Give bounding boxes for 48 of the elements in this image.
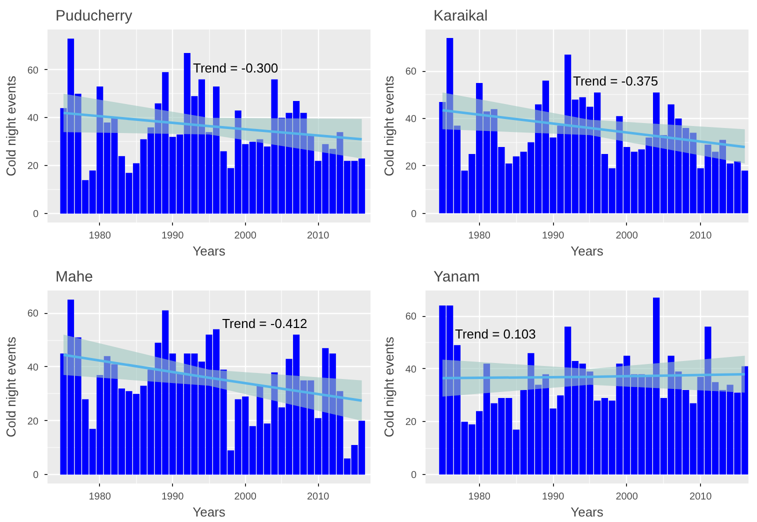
y-tick-label: 60 bbox=[27, 65, 39, 76]
x-tick-label: 1980 bbox=[468, 230, 491, 242]
x-tick-label: 1990 bbox=[542, 230, 565, 242]
x-tick-label: 2010 bbox=[689, 230, 712, 242]
annotation: Trend = 0.103 bbox=[455, 326, 536, 342]
x-tick-label: 1990 bbox=[542, 492, 565, 502]
y-tick-label: 20 bbox=[27, 161, 39, 172]
y-tick-label: 40 bbox=[27, 113, 39, 124]
x-tick-label: 2010 bbox=[307, 230, 330, 242]
chart-title: Karaikal bbox=[434, 8, 488, 24]
x-tick-label: 2000 bbox=[616, 492, 638, 502]
x-tick-label: 2000 bbox=[616, 230, 638, 242]
x-tick-label: 2000 bbox=[234, 230, 257, 242]
chart-title: Yanam bbox=[434, 268, 480, 286]
x-tick-label: 1980 bbox=[88, 230, 112, 242]
y-axis-title: Cold night events bbox=[381, 75, 396, 176]
x-tick-label: 1980 bbox=[88, 492, 112, 502]
y-tick-label: 20 bbox=[27, 416, 39, 428]
y-tick-label: 40 bbox=[27, 362, 39, 374]
chart-title: Mahe bbox=[56, 268, 94, 286]
x-tick-label: 2000 bbox=[234, 492, 257, 502]
y-tick-label: 0 bbox=[410, 208, 417, 220]
y-tick-label: 60 bbox=[405, 312, 417, 323]
x-axis-title: Years bbox=[192, 244, 226, 258]
x-axis-title: Years bbox=[570, 504, 604, 520]
y-tick-label: 0 bbox=[32, 209, 39, 220]
x-tick-label: 1980 bbox=[468, 492, 491, 502]
y-tick-label: 20 bbox=[405, 161, 417, 172]
y-tick-label: 60 bbox=[405, 66, 417, 78]
x-tick-label: 1990 bbox=[162, 230, 184, 242]
y-axis-title: Cold night events bbox=[381, 336, 396, 438]
y-axis-title: Cold night events bbox=[3, 75, 18, 176]
annotation: Trend = -0.300 bbox=[192, 60, 278, 76]
x-axis-title: Years bbox=[570, 244, 604, 258]
x-tick-label: 1990 bbox=[162, 492, 184, 502]
y-tick-label: 0 bbox=[32, 470, 39, 482]
y-tick-label: 0 bbox=[410, 470, 417, 482]
x-axis-title: Years bbox=[192, 504, 226, 520]
annotation: Trend = -0.375 bbox=[572, 74, 658, 89]
y-tick-label: 20 bbox=[405, 417, 417, 428]
y-tick-label: 40 bbox=[405, 114, 417, 126]
y-axis-title: Cold night events bbox=[3, 336, 18, 438]
y-tick-label: 40 bbox=[405, 364, 417, 376]
annotation: Trend = -0.412 bbox=[222, 316, 308, 331]
x-tick-label: 2010 bbox=[689, 492, 712, 502]
y-tick-label: 60 bbox=[27, 308, 39, 320]
x-tick-label: 2010 bbox=[307, 492, 330, 502]
chart-title: Puducherry bbox=[56, 8, 133, 24]
